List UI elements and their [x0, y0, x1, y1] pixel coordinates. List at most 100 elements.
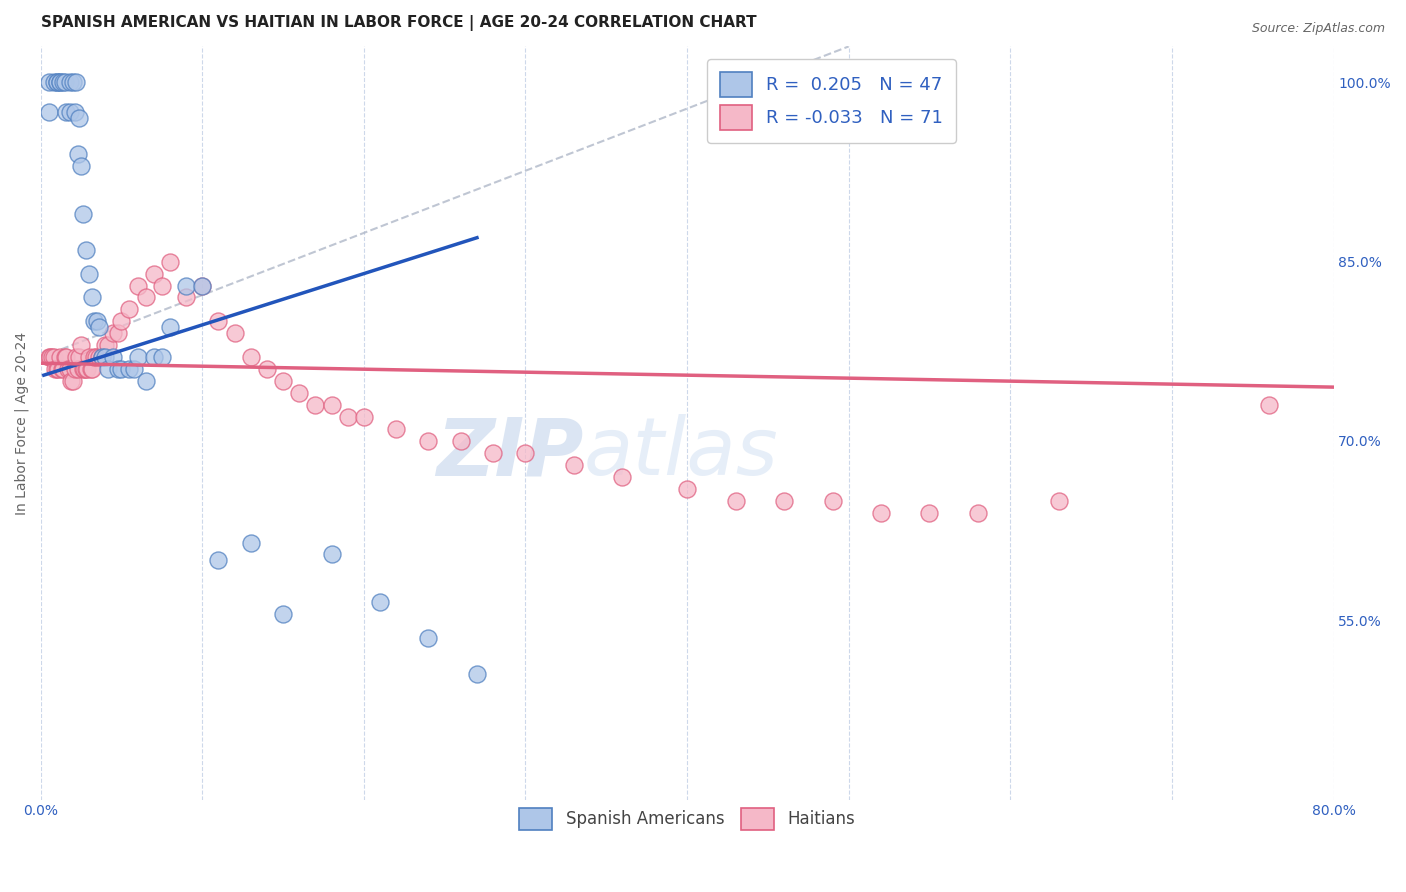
Point	[70, 159, 93, 173]
Point	[82, 362, 104, 376]
Point	[110, 362, 132, 376]
Text: Source: ZipAtlas.com: Source: ZipAtlas.com	[1251, 22, 1385, 36]
Text: atlas: atlas	[583, 414, 779, 492]
Point	[39, 350, 62, 364]
Point	[52, 362, 75, 376]
Point	[63, 105, 86, 120]
Point	[336, 409, 359, 424]
Point	[288, 386, 311, 401]
Point	[142, 267, 165, 281]
Point	[77, 267, 100, 281]
Point	[207, 553, 229, 567]
Point	[77, 350, 100, 364]
Point	[45, 75, 67, 89]
Point	[84, 350, 107, 364]
Point	[72, 362, 94, 376]
Point	[482, 446, 505, 460]
Point	[191, 278, 214, 293]
Point	[63, 362, 86, 376]
Point	[82, 290, 104, 304]
Point	[44, 362, 66, 376]
Point	[174, 290, 197, 304]
Point	[450, 434, 472, 448]
Point	[83, 314, 105, 328]
Point	[65, 75, 87, 89]
Point	[62, 374, 84, 388]
Point	[418, 631, 440, 645]
Point	[174, 278, 197, 293]
Point	[724, 493, 747, 508]
Point	[91, 350, 114, 364]
Point	[150, 278, 173, 293]
Point	[94, 338, 117, 352]
Point	[49, 75, 72, 89]
Point	[94, 350, 117, 364]
Point	[76, 362, 98, 376]
Point	[142, 350, 165, 364]
Point	[67, 350, 90, 364]
Point	[224, 326, 246, 341]
Point	[612, 470, 634, 484]
Point	[55, 350, 77, 364]
Point	[38, 105, 60, 120]
Point	[45, 362, 67, 376]
Point	[70, 338, 93, 352]
Point	[321, 548, 343, 562]
Point	[59, 75, 82, 89]
Point	[87, 350, 110, 364]
Point	[271, 607, 294, 622]
Point	[1257, 398, 1279, 412]
Point	[72, 207, 94, 221]
Point	[256, 362, 278, 376]
Text: SPANISH AMERICAN VS HAITIAN IN LABOR FORCE | AGE 20-24 CORRELATION CHART: SPANISH AMERICAN VS HAITIAN IN LABOR FOR…	[41, 15, 756, 31]
Point	[83, 350, 105, 364]
Point	[52, 75, 75, 89]
Point	[135, 374, 157, 388]
Point	[41, 350, 63, 364]
Point	[80, 362, 103, 376]
Point	[1047, 493, 1070, 508]
Point	[42, 350, 65, 364]
Point	[304, 398, 326, 412]
Point	[103, 350, 125, 364]
Point	[239, 350, 262, 364]
Point	[97, 362, 120, 376]
Text: ZIP: ZIP	[436, 414, 583, 492]
Point	[159, 254, 181, 268]
Point	[870, 506, 893, 520]
Point	[66, 362, 89, 376]
Point	[207, 314, 229, 328]
Point	[465, 667, 488, 681]
Point	[353, 409, 375, 424]
Point	[86, 314, 108, 328]
Point	[103, 326, 125, 341]
Point	[368, 595, 391, 609]
Point	[66, 147, 89, 161]
Point	[75, 243, 97, 257]
Point	[49, 350, 72, 364]
Point	[59, 105, 82, 120]
Point	[38, 75, 60, 89]
Point	[918, 506, 941, 520]
Point	[67, 111, 90, 125]
Point	[159, 320, 181, 334]
Y-axis label: In Labor Force | Age 20-24: In Labor Force | Age 20-24	[15, 332, 30, 515]
Point	[127, 350, 149, 364]
Point	[515, 446, 537, 460]
Point	[45, 75, 67, 89]
Point	[321, 398, 343, 412]
Point	[124, 362, 146, 376]
Point	[87, 320, 110, 334]
Point	[51, 362, 73, 376]
Point	[65, 350, 87, 364]
Point	[49, 75, 72, 89]
Point	[773, 493, 796, 508]
Point	[385, 422, 408, 436]
Point	[127, 278, 149, 293]
Point	[75, 362, 97, 376]
Point	[676, 482, 699, 496]
Point	[53, 75, 76, 89]
Point	[562, 458, 585, 472]
Point	[48, 362, 70, 376]
Point	[53, 350, 76, 364]
